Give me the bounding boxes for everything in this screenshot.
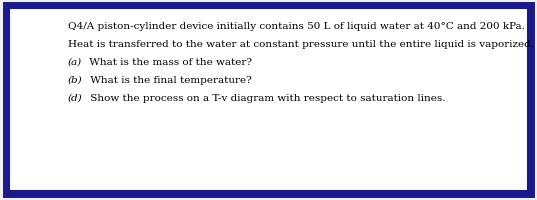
Text: Q4/A piston-cylinder device initially contains 50 L of liquid water at 40°C and : Q4/A piston-cylinder device initially co…	[68, 22, 525, 31]
Text: What is the final temperature?: What is the final temperature?	[87, 76, 252, 85]
Text: Heat is transferred to the water at constant pressure until the entire liquid is: Heat is transferred to the water at cons…	[68, 40, 534, 49]
Text: (d): (d)	[68, 94, 83, 102]
Text: (a): (a)	[68, 58, 82, 67]
Text: (b): (b)	[68, 76, 83, 85]
Text: What is the mass of the water?: What is the mass of the water?	[86, 58, 252, 67]
Text: Show the process on a T-v diagram with respect to saturation lines.: Show the process on a T-v diagram with r…	[87, 94, 445, 102]
